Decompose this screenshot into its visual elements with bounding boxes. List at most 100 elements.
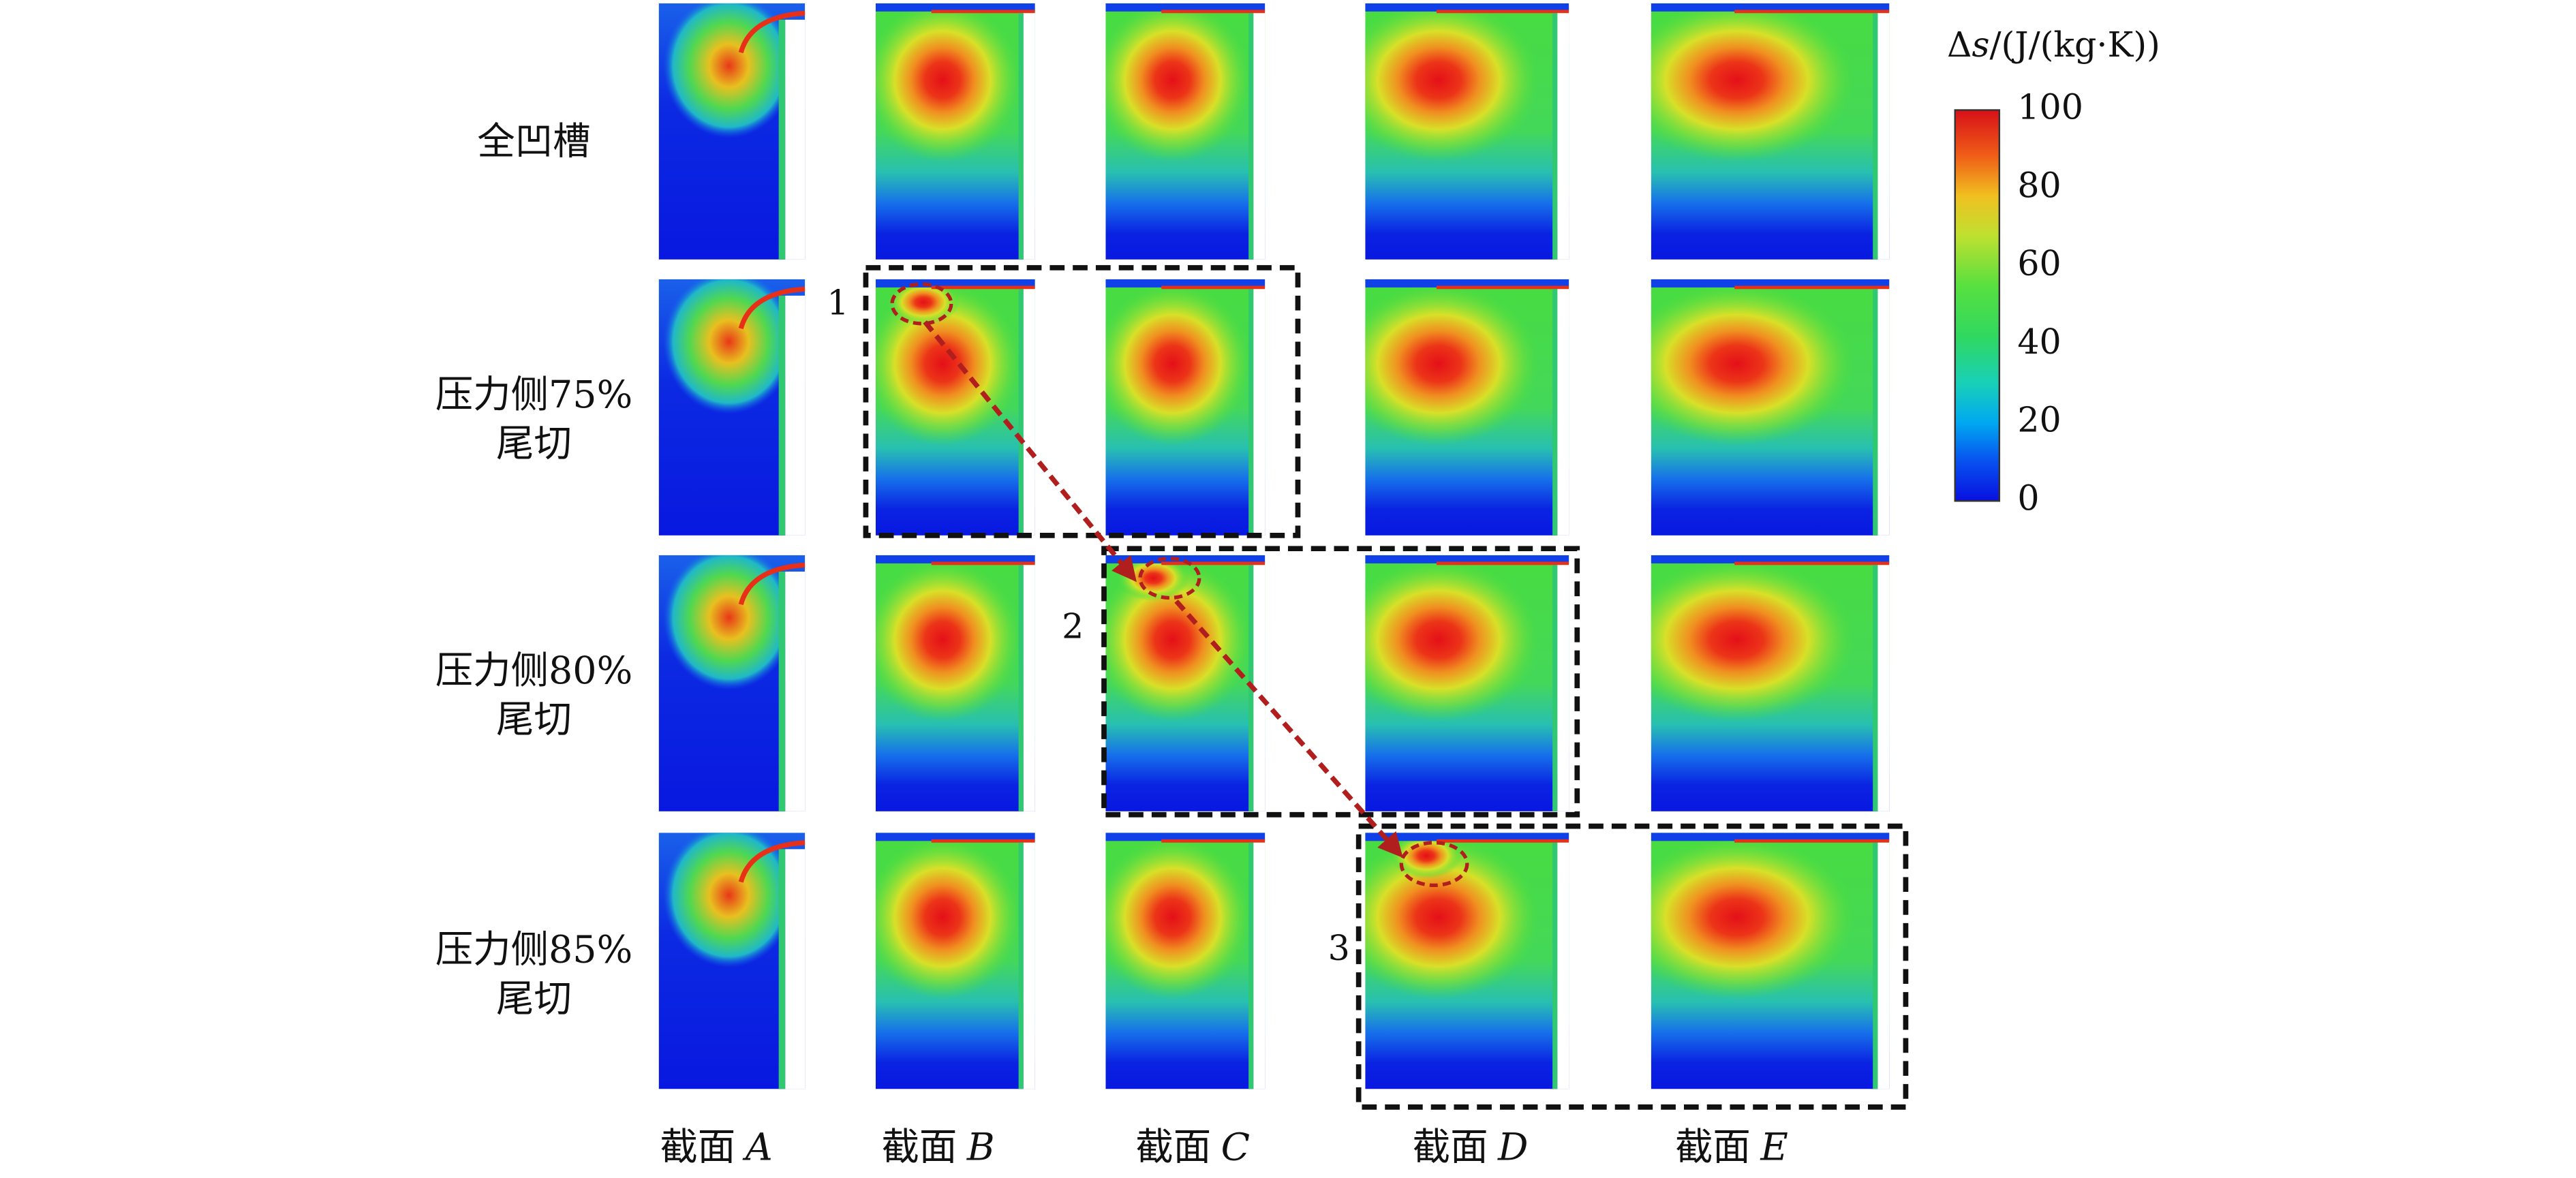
- panel-body: [1365, 555, 1569, 811]
- contour-panel: [658, 3, 806, 260]
- contour-panel: [1651, 555, 1890, 811]
- colorbar-tick-label: 100: [2017, 87, 2083, 127]
- tip-line: [1734, 10, 1890, 14]
- panel-body: [658, 279, 806, 536]
- tip-line: [1436, 561, 1569, 565]
- edge-strip: [778, 571, 786, 811]
- top-strip: [1365, 279, 1569, 288]
- edge-strip: [778, 849, 786, 1089]
- box-label: 2: [1062, 606, 1084, 646]
- top-strip: [1105, 3, 1266, 12]
- edge-gap: [1877, 842, 1890, 1089]
- core: [1365, 281, 1541, 446]
- tip-line: [1161, 285, 1266, 290]
- contour-panel: [658, 279, 806, 536]
- panel-body: [1651, 833, 1890, 1089]
- edge-gap: [785, 295, 806, 536]
- tip-curve: [738, 562, 806, 606]
- edge-gap: [1023, 842, 1035, 1089]
- top-strip: [1105, 279, 1266, 288]
- column-label-prefix: 截面: [660, 1126, 735, 1169]
- edge-strip: [1552, 289, 1558, 536]
- edge-gap: [1877, 565, 1890, 811]
- swirl: [663, 3, 795, 138]
- edge-gap: [1877, 289, 1890, 536]
- panel-body: [658, 555, 806, 811]
- panel-body: [658, 3, 806, 260]
- core: [1651, 835, 1856, 999]
- colorbar-tick-label: 20: [2017, 400, 2061, 440]
- contour-panel: [875, 3, 1035, 260]
- row-label: 尾切: [496, 978, 572, 1021]
- edge-strip: [1873, 842, 1878, 1089]
- panel-body: [1365, 279, 1569, 536]
- edge-strip: [1018, 289, 1024, 536]
- arrow: [1174, 599, 1403, 858]
- edge-strip: [1873, 289, 1878, 536]
- edge-strip: [1552, 565, 1558, 811]
- edge-strip: [1873, 565, 1878, 811]
- core: [1651, 557, 1856, 722]
- top-strip: [875, 555, 1035, 563]
- edge-gap: [1253, 13, 1266, 260]
- tip-curve: [738, 840, 806, 883]
- panel-body: [1365, 3, 1569, 260]
- row-label: 全凹槽: [477, 121, 590, 164]
- panel-body: [1651, 279, 1890, 536]
- edge-gap: [1253, 565, 1266, 811]
- edge-gap: [1557, 842, 1569, 1089]
- highlight-circle: [1138, 557, 1201, 600]
- top-strip: [875, 833, 1035, 841]
- edge-strip: [1873, 13, 1878, 260]
- edge-strip: [1248, 13, 1254, 260]
- colorbar-tick-label: 80: [2017, 165, 2061, 205]
- core: [1105, 835, 1253, 999]
- column-label-prefix: 截面: [1675, 1126, 1751, 1169]
- colorbar-tick-label: 0: [2017, 478, 2039, 518]
- contour-panel: [875, 279, 1035, 536]
- edge-gap: [1023, 565, 1035, 811]
- tip-line: [1161, 10, 1266, 14]
- tip-line: [1161, 839, 1266, 843]
- colorbar: Δs/(J/(kg·K)) 100 80 60 40 20 0: [1947, 25, 2160, 518]
- top-strip: [1651, 279, 1890, 288]
- contour-panel: [1365, 833, 1569, 1089]
- column-label: 截面 D: [1413, 1126, 1529, 1169]
- column-label: 截面 E: [1675, 1126, 1788, 1169]
- tip-curve: [738, 286, 806, 330]
- box-label: 1: [827, 282, 848, 322]
- top-strip: [1365, 833, 1569, 841]
- highlight-box: [863, 265, 1301, 538]
- contour-panel: [1651, 833, 1890, 1089]
- panel-body: [658, 833, 806, 1089]
- edge-strip: [778, 19, 786, 260]
- core: [875, 3, 1023, 162]
- edge-strip: [1018, 842, 1024, 1089]
- contour-panel: [1365, 555, 1569, 811]
- contour-panel: [658, 833, 806, 1089]
- contour-panel: [1105, 279, 1266, 536]
- top-strip: [1651, 833, 1890, 841]
- contour-panel: [1651, 3, 1890, 260]
- column-label-variable: C: [1221, 1126, 1250, 1169]
- contour-panel: [1651, 279, 1890, 536]
- tip-line: [1734, 285, 1890, 290]
- tip-line: [1436, 839, 1569, 843]
- core: [875, 835, 1023, 999]
- highlight-circle: [1399, 841, 1469, 888]
- contour-panel: [658, 555, 806, 811]
- column-label: 截面 C: [1135, 1126, 1250, 1169]
- edge-gap: [1557, 565, 1569, 811]
- column-label-variable: D: [1497, 1126, 1528, 1169]
- tip-curve: [738, 10, 806, 54]
- swirl: [663, 279, 795, 414]
- top-strip: [875, 3, 1035, 12]
- core: [1651, 281, 1856, 446]
- row-label: 尾切: [496, 698, 572, 742]
- tip-line: [1734, 839, 1890, 843]
- core: [1365, 557, 1541, 722]
- contour-panel: [1105, 833, 1266, 1089]
- row-label: 压力侧75%: [435, 373, 633, 417]
